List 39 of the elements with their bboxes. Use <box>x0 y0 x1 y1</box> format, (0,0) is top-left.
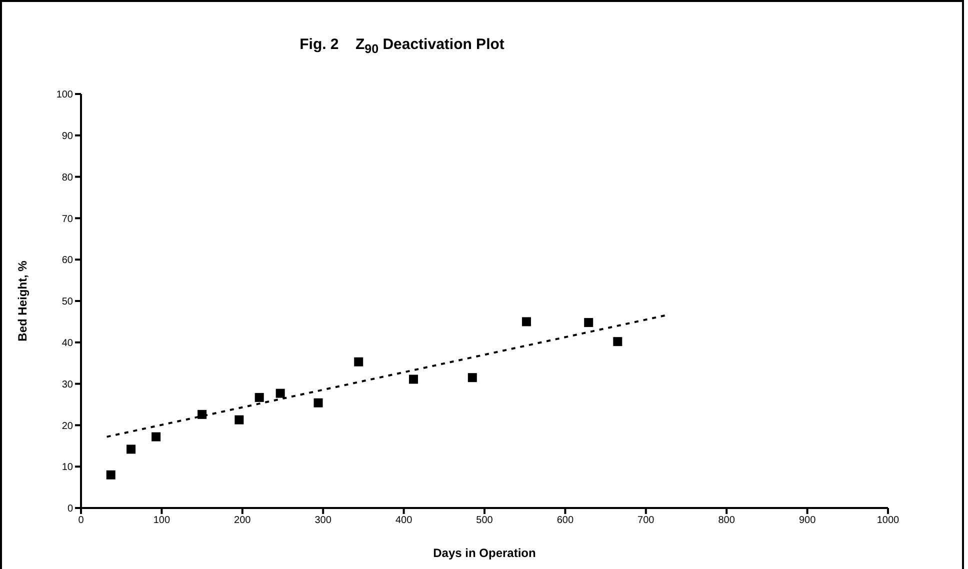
y-tick-label: 90 <box>62 130 74 142</box>
y-tick-label: 70 <box>62 214 74 225</box>
y-axis-title: Bed Height, % <box>15 260 30 342</box>
y-tick-label: 50 <box>62 296 74 308</box>
y-tick-label: 10 <box>62 462 74 474</box>
y-tick-label: 0 <box>67 504 74 515</box>
x-tick-label: 100 <box>153 515 170 526</box>
x-tick-label: 400 <box>395 515 413 526</box>
point <box>198 410 207 419</box>
point <box>106 470 116 480</box>
x-tick-label: 800 <box>718 515 736 526</box>
y-tick-label: 100 <box>56 90 74 101</box>
x-tick-label: 0 <box>78 515 84 526</box>
x-tick-label: 700 <box>638 515 655 526</box>
point <box>234 415 244 424</box>
point <box>408 374 418 384</box>
x-tick-label: 1000 <box>876 515 900 526</box>
point <box>254 392 264 402</box>
x-tick-label: 200 <box>234 515 252 526</box>
point <box>522 317 531 326</box>
point <box>354 357 364 366</box>
x-tick-label: 500 <box>476 515 494 526</box>
point <box>584 318 594 328</box>
x-tick-label: 900 <box>798 515 816 526</box>
point <box>276 388 285 398</box>
point <box>126 444 136 454</box>
x-axis-title: Days in Operation <box>433 546 536 560</box>
x-tick-label: 300 <box>314 515 332 526</box>
y-tick-label: 60 <box>62 255 74 266</box>
point <box>314 398 323 408</box>
y-tick-label: 80 <box>62 172 74 184</box>
point <box>152 432 161 442</box>
y-tick-label: 30 <box>62 379 74 390</box>
x-tick-label: 600 <box>556 515 574 526</box>
y-tick-label: 40 <box>62 338 74 349</box>
y-tick-label: 20 <box>62 420 74 432</box>
point <box>468 373 477 382</box>
chart-title: Fig. 2 Z$_{90}$ Deactivation Plot <box>298 36 506 56</box>
point <box>613 337 622 346</box>
